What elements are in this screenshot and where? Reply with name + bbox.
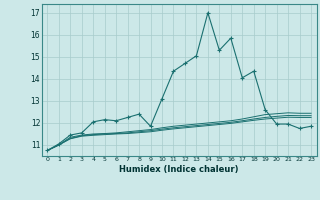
X-axis label: Humidex (Indice chaleur): Humidex (Indice chaleur) [119, 165, 239, 174]
